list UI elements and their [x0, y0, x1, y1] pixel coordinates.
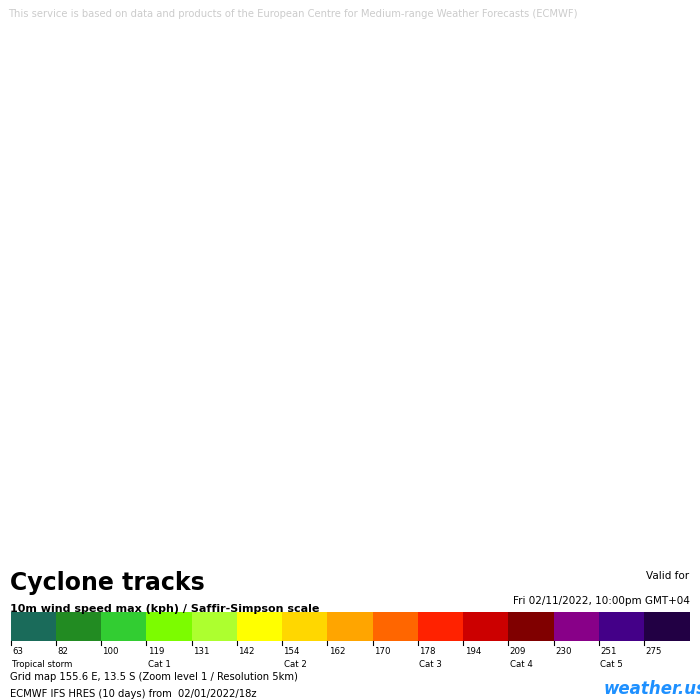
Text: 63: 63	[12, 647, 23, 656]
Text: 82: 82	[57, 647, 68, 656]
Bar	[372, 612, 418, 641]
Bar	[101, 612, 146, 641]
Text: Cat 1: Cat 1	[148, 660, 171, 669]
Text: Cat 5: Cat 5	[601, 660, 623, 669]
Text: 251: 251	[601, 647, 617, 656]
Text: 119: 119	[148, 647, 164, 656]
Text: 194: 194	[465, 647, 481, 656]
Text: 275: 275	[645, 647, 662, 656]
Bar	[146, 612, 192, 641]
Text: 178: 178	[419, 647, 436, 656]
Text: Brisbar  Map data © OpenStreetMap contributors, rendering GIScience Research Gro: Brisbar Map data © OpenStreetMap contrib…	[184, 555, 516, 561]
Text: Cairns: Cairns	[102, 317, 129, 326]
Text: 230: 230	[555, 647, 572, 656]
Bar	[328, 612, 372, 641]
Text: 142: 142	[238, 647, 255, 656]
Text: Cat 3: Cat 3	[419, 660, 442, 669]
Text: 170: 170	[374, 647, 391, 656]
Text: ECMWF IFS HRES (10 days) from  02/01/2022/18z: ECMWF IFS HRES (10 days) from 02/01/2022…	[10, 690, 257, 699]
Bar	[508, 612, 554, 641]
Bar	[10, 612, 56, 641]
Text: Gladstone: Gladstone	[189, 468, 233, 477]
Text: Fri 02/11/2022, 10:00pm GMT+04: Fri 02/11/2022, 10:00pm GMT+04	[512, 596, 690, 606]
Bar	[237, 612, 282, 641]
Text: 131: 131	[193, 647, 209, 656]
Text: This service is based on data and products of the European Centre for Medium-ran: This service is based on data and produc…	[8, 9, 578, 19]
Text: 100: 100	[102, 647, 119, 656]
Bar	[192, 612, 237, 641]
Text: weather.us: weather.us	[603, 680, 700, 698]
Text: Port Vila: Port Vila	[541, 339, 577, 348]
Text: Cat 2: Cat 2	[284, 660, 307, 669]
Text: Cyclone tracks: Cyclone tracks	[10, 571, 205, 595]
Text: 209: 209	[510, 647, 526, 656]
Text: Port Moresby: Port Moresby	[154, 188, 210, 197]
Bar	[644, 612, 690, 641]
Text: 162: 162	[329, 647, 345, 656]
Text: Grid map 155.6 E, 13.5 S (Zoom level 1 / Resolution 5km): Grid map 155.6 E, 13.5 S (Zoom level 1 /…	[10, 672, 298, 682]
Text: Bundaberg: Bundaberg	[206, 509, 254, 517]
Text: Cat 4: Cat 4	[510, 660, 533, 669]
Bar	[418, 612, 463, 641]
Bar	[282, 612, 328, 641]
Text: 10m wind speed max (kph) / Saffir-Simpson scale: 10m wind speed max (kph) / Saffir-Simpso…	[10, 604, 320, 614]
Text: 154: 154	[284, 647, 300, 656]
Bar	[599, 612, 644, 641]
Bar	[554, 612, 599, 641]
Bar	[56, 612, 101, 641]
Text: Townsville: Townsville	[112, 360, 155, 370]
Text: Honiara: Honiara	[444, 190, 478, 199]
Text: Valid for: Valid for	[646, 571, 690, 581]
Text: Tropical storm: Tropical storm	[12, 660, 72, 669]
Bar	[463, 612, 508, 641]
